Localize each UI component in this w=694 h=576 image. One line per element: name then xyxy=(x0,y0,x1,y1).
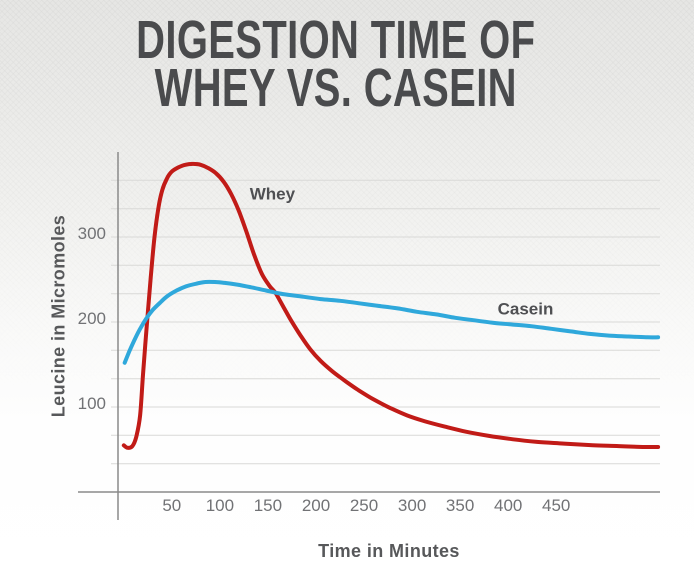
x-tick-label: 350 xyxy=(446,496,474,515)
x-tick-labels: 50 100 150 200 250 300 350 400 450 xyxy=(162,496,570,515)
x-tick-label: 450 xyxy=(542,496,570,515)
whey-line xyxy=(121,161,661,450)
x-tick-label: 100 xyxy=(206,496,234,515)
y-axis-title: Leucine in Micromoles xyxy=(48,214,69,418)
title-line-1: DIGESTION TIME OF xyxy=(136,10,536,70)
whey-label: Whey xyxy=(250,185,296,204)
y-tick-label: 100 xyxy=(78,394,106,413)
x-tick-label: 150 xyxy=(254,496,282,515)
y-tick-labels: 100 200 300 xyxy=(78,224,106,413)
x-tick-label: 200 xyxy=(302,496,330,515)
chart-title-block: DIGESTION TIME OF WHEY VS. CASEIN xyxy=(136,10,536,118)
casein-line xyxy=(122,279,661,365)
gridlines xyxy=(111,179,660,465)
x-tick-label: 50 xyxy=(162,496,181,515)
series: Whey Casein xyxy=(121,161,661,450)
title-line-2: WHEY VS. CASEIN xyxy=(154,58,518,118)
x-tick-label: 300 xyxy=(398,496,426,515)
axes xyxy=(78,152,660,520)
x-axis-title: Time in Minutes xyxy=(318,541,460,561)
casein-label: Casein xyxy=(498,299,554,318)
x-tick-label: 250 xyxy=(350,496,378,515)
y-tick-label: 300 xyxy=(78,224,106,243)
x-tick-label: 400 xyxy=(494,496,522,515)
chart-title: DIGESTION TIME OF WHEY VS. CASEIN xyxy=(0,10,694,118)
y-tick-label: 200 xyxy=(78,309,106,328)
